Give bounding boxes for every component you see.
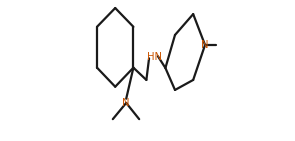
Text: N: N [122, 98, 130, 108]
Text: N: N [201, 40, 209, 50]
Text: HN: HN [147, 52, 162, 62]
